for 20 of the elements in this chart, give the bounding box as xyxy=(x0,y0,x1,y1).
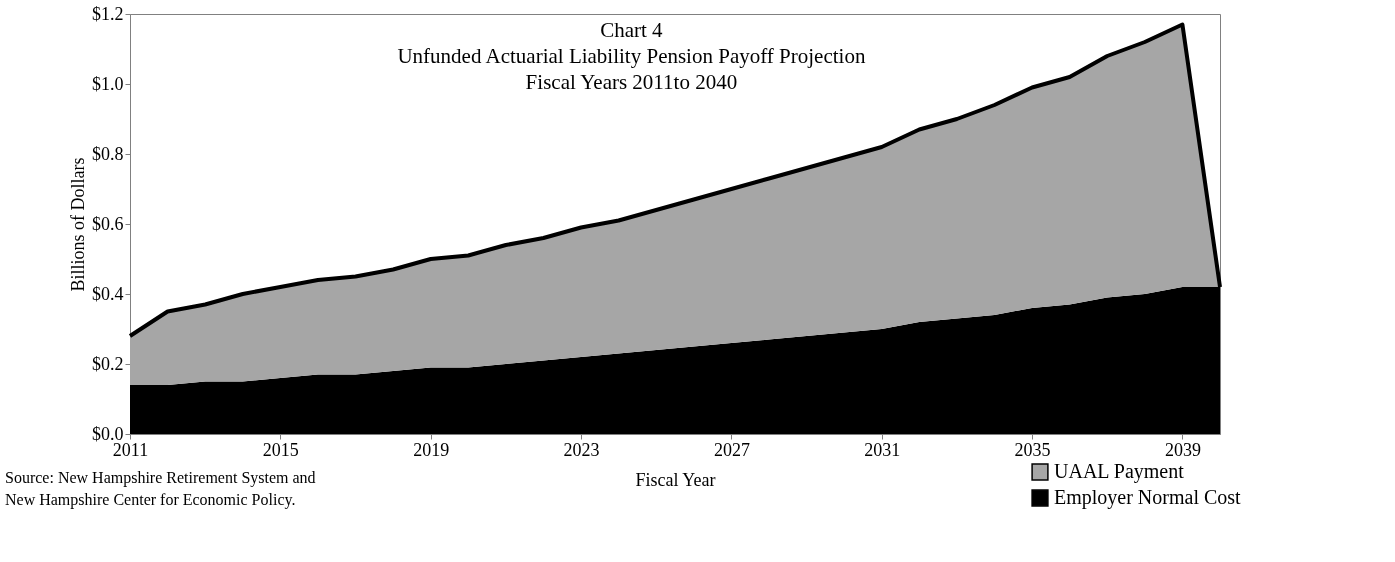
x-tick-label: 2023 xyxy=(563,439,600,460)
y-tick-label: $0.2 xyxy=(92,353,124,374)
x-tick-label: 2039 xyxy=(1164,439,1201,460)
x-tick-label: 2031 xyxy=(864,439,901,460)
legend-label: Employer Normal Cost xyxy=(1054,486,1242,509)
x-tick-label: 2019 xyxy=(413,439,450,460)
x-axis-title: Fiscal Year xyxy=(635,469,716,490)
y-tick-label: $0.6 xyxy=(92,213,124,234)
x-tick-label: 2027 xyxy=(713,439,750,460)
chart-title: Chart 4 xyxy=(600,18,664,42)
y-tick-label: $0.4 xyxy=(92,283,124,304)
x-tick-label: 2035 xyxy=(1014,439,1051,460)
y-tick-label: $1.0 xyxy=(92,73,124,94)
text: Unfunded Actuarial Liability Pension Payoff Projection Fiscal Years 2011to 2040 xyxy=(397,44,866,94)
y-tick-label: $0.8 xyxy=(92,143,124,164)
x-tick-label: 2015 xyxy=(262,439,299,460)
source-note: Source: New Hampshire Retirement System and New Hampshire Center for Economic Policy. xyxy=(5,469,316,509)
legend-label: UAAL Payment xyxy=(1054,460,1185,483)
y-tick-label: $1.2 xyxy=(92,3,124,24)
y-axis-title: Billions of Dollars xyxy=(68,157,88,292)
